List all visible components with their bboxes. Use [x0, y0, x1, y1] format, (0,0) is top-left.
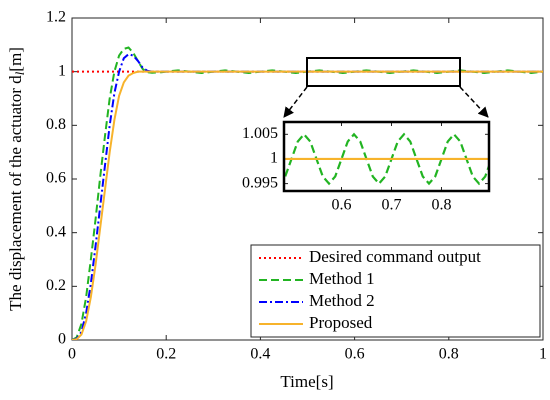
y-axis-label-sub: l: [12, 71, 27, 75]
y-tick-label: 1: [270, 150, 278, 167]
legend-label: Proposed: [309, 313, 373, 332]
y-axis-label-unit: [m]: [6, 47, 25, 72]
y-axis-label-text: The displacement of the actuator d: [6, 75, 25, 311]
x-tick-label: 0.6: [345, 346, 365, 363]
inset-plot: 0.6 0.7 0.8 0.995 1 1.005: [242, 122, 489, 214]
y-tick-label: 0.995: [242, 174, 278, 191]
x-tick-label: 0.7: [382, 197, 402, 214]
x-tick-label: 0: [68, 346, 76, 363]
y-tick-label: 1.2: [46, 9, 66, 26]
inset-frame: [282, 120, 491, 193]
legend-box: [250, 244, 541, 338]
y-tick-label: 0.8: [46, 116, 66, 133]
y-tick-label: 0.6: [46, 170, 66, 187]
y-tick-label: 0.4: [46, 223, 66, 240]
legend-label: Method 1: [309, 269, 375, 288]
legend-label: Method 2: [309, 291, 375, 310]
y-axis-label: The displacement of the actuator dl[m]: [6, 47, 27, 311]
y-tick-label: 1.005: [242, 125, 278, 142]
series-line: [284, 132, 489, 186]
x-tick-label: 0.4: [250, 346, 270, 363]
inset-area: [284, 122, 489, 191]
y-tick-label: 0.2: [46, 277, 66, 294]
x-tick-label: 0.8: [432, 197, 452, 214]
series-line: [72, 53, 543, 340]
series-line: [72, 70, 543, 340]
x-tick-label: 0.8: [439, 346, 459, 363]
zoom-region: [306, 57, 461, 87]
zoom-arrow: [459, 86, 489, 118]
legend: Desired command output Method 1 Method 2 Pr…: [250, 244, 541, 338]
zoom-arrow: [283, 86, 308, 118]
x-axis-label: Time[s]: [280, 372, 333, 391]
y-tick-label: 1: [58, 62, 66, 79]
x-tick-label: 0.2: [156, 346, 176, 363]
y-tick-label: 0: [58, 331, 66, 348]
legend-label: Desired command output: [309, 247, 481, 266]
x-tick-label: 1: [539, 346, 547, 363]
x-tick-label: 0.6: [332, 197, 352, 214]
